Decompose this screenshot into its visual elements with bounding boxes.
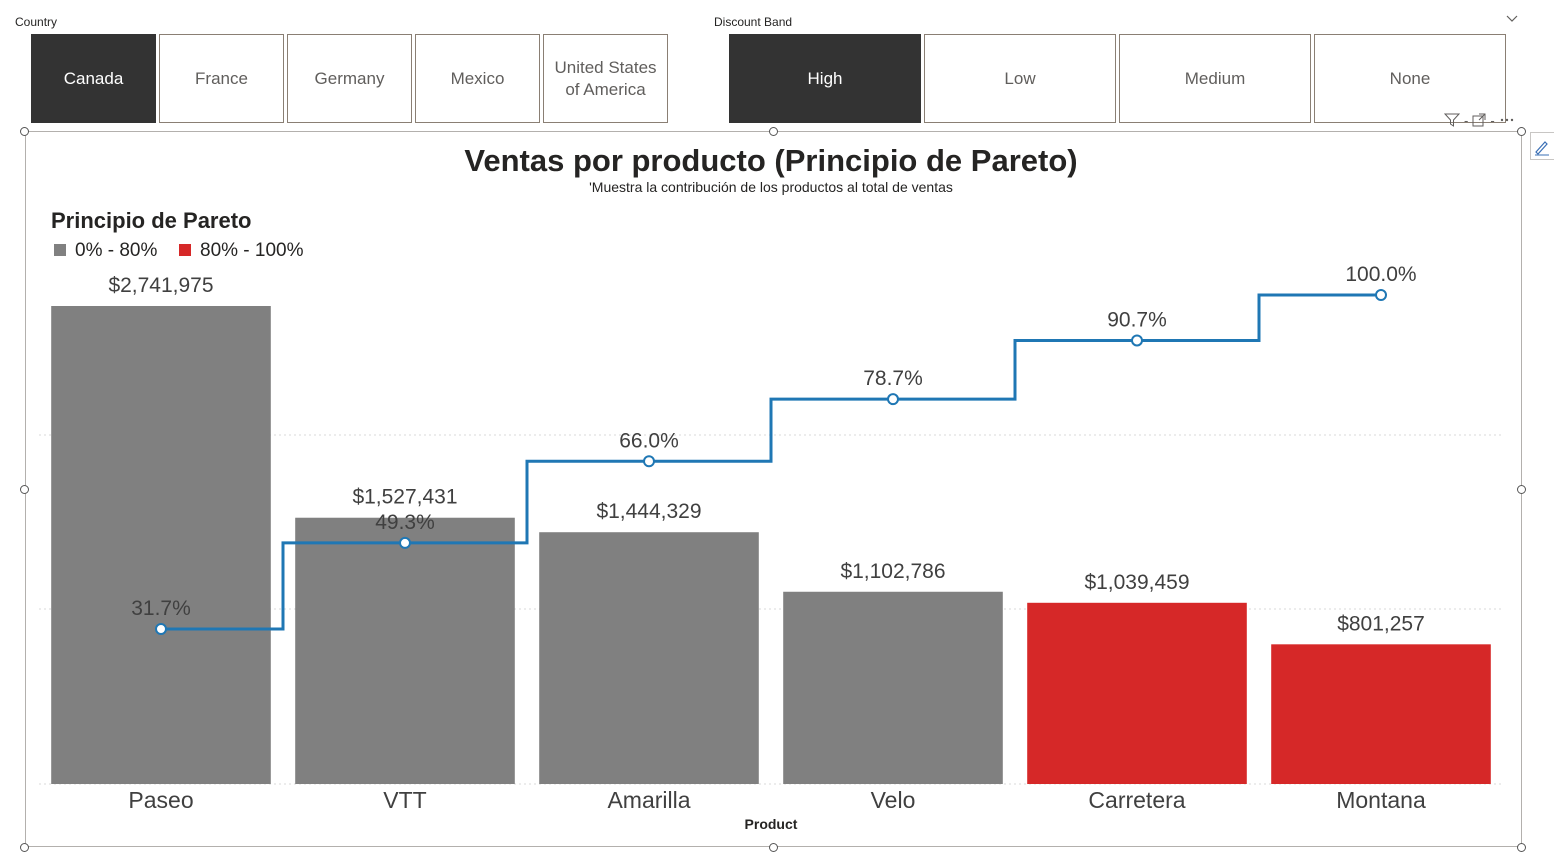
focus-mode-icon[interactable]	[1472, 113, 1486, 127]
bar-paseo[interactable]	[51, 306, 271, 784]
chart-subtitle: 'Muestra la contribución de los producto…	[589, 179, 953, 195]
cumulative-percent-label: 90.7%	[1107, 308, 1167, 331]
bar-value-label: $1,444,329	[596, 500, 701, 523]
legend-item-label: 80% - 100%	[200, 240, 304, 261]
x-axis-ticks: Paseo VTT Amarilla Velo Carretera Montana	[128, 787, 1426, 813]
discount-tile-high[interactable]: High	[729, 34, 921, 123]
cumulative-point[interactable]	[155, 622, 167, 635]
discount-tile-low[interactable]: Low	[924, 34, 1116, 123]
cumulative-point[interactable]	[643, 455, 655, 468]
bar-value-label: $1,039,459	[1084, 571, 1189, 594]
chart-title: Ventas por producto (Principio de Pareto…	[464, 143, 1077, 178]
x-tick-label: Carretera	[1088, 787, 1185, 813]
country-slicer: Canada France Germany Mexico United States o…	[31, 34, 668, 123]
resize-handle[interactable]	[20, 127, 29, 136]
bar-labels: $2,741,975 $1,527,431 $1,444,329 $1,102,786…	[108, 274, 1424, 635]
chevron-down-icon[interactable]	[1505, 12, 1519, 26]
discount-tile-none[interactable]: None	[1314, 34, 1506, 123]
discount-band-slicer: High Low Medium None	[729, 34, 1506, 123]
cumulative-step-line	[161, 293, 1381, 631]
format-visual-button[interactable]	[1530, 132, 1554, 160]
resize-handle[interactable]	[769, 843, 778, 852]
cumulative-percent-label: 66.0%	[619, 429, 679, 452]
bar-velo[interactable]	[783, 591, 1003, 784]
x-tick-label: Amarilla	[607, 787, 690, 813]
resize-handle[interactable]	[1517, 485, 1526, 494]
legend-item-label: 0% - 80%	[75, 240, 157, 261]
bars	[51, 306, 1491, 784]
pareto-chart: Ventas por producto (Principio de Pareto…	[39, 143, 1503, 832]
bar-montana[interactable]	[1271, 644, 1491, 784]
cumulative-percent-label: 49.3%	[375, 511, 435, 534]
legend-swatch	[179, 244, 191, 256]
more-options-icon[interactable]	[1499, 113, 1515, 127]
country-slicer-title: Country	[15, 15, 58, 29]
bar-value-label: $2,741,975	[108, 274, 213, 297]
x-tick-label: Montana	[1336, 787, 1426, 813]
cumulative-point[interactable]	[399, 536, 411, 549]
country-tile-united-states-of-america[interactable]: United States of America	[543, 34, 668, 123]
country-tile-mexico[interactable]: Mexico	[415, 34, 540, 123]
country-tile-canada[interactable]: Canada	[31, 34, 156, 123]
bar-value-label: $1,527,431	[352, 486, 457, 509]
cumulative-point[interactable]	[1131, 334, 1143, 347]
x-axis-label: Product	[745, 816, 798, 832]
pareto-chart-visual[interactable]: Ventas por producto (Principio de Pareto…	[25, 131, 1522, 847]
cumulative-percent-label: 31.7%	[131, 597, 191, 620]
bar-value-label: $801,257	[1337, 612, 1425, 635]
x-tick-label: Paseo	[128, 787, 193, 813]
legend: 0% - 80% 80% - 100%	[54, 240, 304, 261]
cumulative-point[interactable]	[1375, 289, 1387, 301]
x-tick-label: VTT	[383, 787, 426, 813]
separator-icon: -	[1464, 113, 1469, 128]
cumulative-percent-label: 78.7%	[863, 367, 923, 390]
cumulative-point[interactable]	[887, 393, 899, 406]
discount-tile-medium[interactable]: Medium	[1119, 34, 1311, 123]
visual-header: - -	[1444, 113, 1515, 128]
resize-handle[interactable]	[20, 485, 29, 494]
resize-handle[interactable]	[1517, 843, 1526, 852]
x-tick-label: Velo	[871, 787, 916, 813]
discount-band-slicer-title: Discount Band	[714, 15, 793, 29]
separator-icon: -	[1490, 113, 1495, 128]
paintbrush-icon	[1535, 141, 1549, 156]
bar-vtt[interactable]	[295, 517, 515, 784]
bar-value-label: $1,102,786	[840, 560, 945, 583]
cumulative-line: 31.7% 49.3% 66.0% 78.7% 90.7% 100.0%	[131, 263, 1417, 635]
filter-icon[interactable]	[1444, 113, 1460, 127]
bar-amarilla[interactable]	[539, 532, 759, 784]
country-tile-france[interactable]: France	[159, 34, 284, 123]
cumulative-percent-label: 100.0%	[1345, 263, 1416, 286]
bar-carretera[interactable]	[1027, 602, 1247, 784]
legend-swatch	[54, 244, 66, 256]
resize-handle[interactable]	[769, 127, 778, 136]
resize-handle[interactable]	[1517, 127, 1526, 136]
country-tile-germany[interactable]: Germany	[287, 34, 412, 123]
legend-title: Principio de Pareto	[51, 208, 252, 233]
resize-handle[interactable]	[20, 843, 29, 852]
